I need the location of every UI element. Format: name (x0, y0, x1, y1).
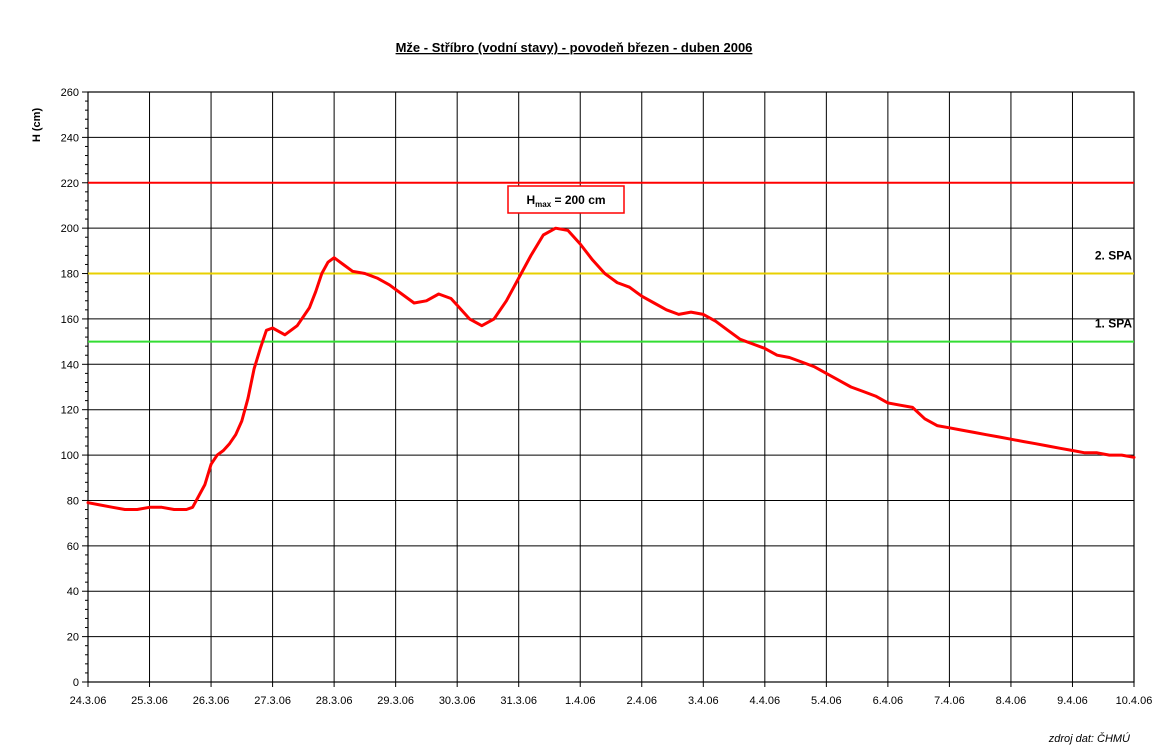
x-tick-label: 28.3.06 (316, 695, 353, 707)
series-line (86, 226, 1136, 511)
y-tick-label: 220 (61, 178, 79, 190)
y-tick-label: 140 (61, 359, 79, 371)
x-tick-label: 7.4.06 (934, 695, 965, 707)
x-tick-label: 30.3.06 (439, 695, 476, 707)
hmax-annotation: Hmax = 200 cm (507, 185, 625, 214)
x-tick-label: 26.3.06 (193, 695, 230, 707)
y-tick-label: 20 (67, 632, 79, 644)
hmax-main: H (526, 193, 535, 207)
y-tick-label: 160 (61, 314, 79, 326)
x-tick-label: 6.4.06 (873, 695, 904, 707)
y-tick-label: 120 (61, 405, 79, 417)
x-tick-label: 27.3.06 (254, 695, 291, 707)
plot-frame (87, 91, 1135, 683)
hmax-annotation-box (507, 185, 625, 214)
x-tick-label: 9.4.06 (1057, 695, 1088, 707)
x-tick-label: 2.4.06 (626, 695, 657, 707)
chart-title: Mže - Stříbro (vodní stavy) - povodeň bř… (396, 40, 753, 55)
y-tick-label: 200 (61, 223, 79, 235)
x-tick-label: 1.4.06 (565, 695, 596, 707)
source-note: zdroj dat: ČHMÚ (1048, 732, 1130, 745)
y-axis-label: H (cm) (31, 108, 43, 143)
y-tick-label: 240 (61, 132, 79, 144)
y-tick-label: 100 (61, 450, 79, 462)
reference-line-label: 2. SPA (1095, 249, 1132, 263)
x-tick-label: 24.3.06 (70, 695, 107, 707)
y-axis-ticks: 0 20 40 60 80 100 120 140 160 180 200 220 240 260 (61, 87, 88, 689)
y-tick-label: 0 (73, 677, 79, 689)
y-tick-label: 40 (67, 586, 79, 598)
x-axis-ticks: 24.3.06 25.3.06 26.3.06 27.3.06 28.3.06 29.3.… (70, 682, 1153, 707)
y-tick-label: 60 (67, 541, 79, 553)
x-tick-label: 5.4.06 (811, 695, 842, 707)
x-tick-label: 4.4.06 (750, 695, 781, 707)
y-tick-label: 260 (61, 87, 79, 99)
x-tick-label: 31.3.06 (500, 695, 537, 707)
hmax-sub: max (535, 200, 552, 209)
x-tick-label: 25.3.06 (131, 695, 168, 707)
grid (85, 91, 1135, 683)
y-tick-label: 80 (67, 495, 79, 507)
x-tick-label: 8.4.06 (996, 695, 1027, 707)
series-group (86, 226, 1136, 511)
x-tick-label: 3.4.06 (688, 695, 719, 707)
hmax-annotation-text: Hmax = 200 cm (526, 193, 605, 209)
x-tick-label: 10.4.06 (1116, 695, 1153, 707)
reference-line-label: 1. SPA (1095, 317, 1132, 331)
x-tick-label: 29.3.06 (377, 695, 414, 707)
y-tick-label: 180 (61, 269, 79, 281)
hmax-rest: = 200 cm (551, 193, 605, 207)
